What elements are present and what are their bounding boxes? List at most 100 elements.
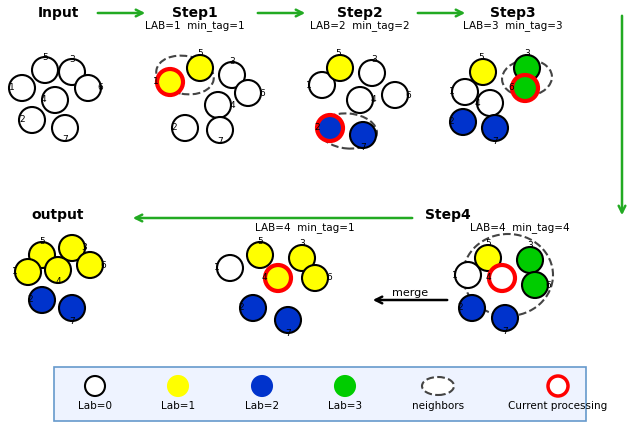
Text: 4: 4 (474, 99, 480, 108)
Circle shape (32, 57, 58, 83)
Text: 3: 3 (229, 57, 235, 66)
Circle shape (205, 92, 231, 118)
Circle shape (45, 257, 71, 283)
Text: 2: 2 (27, 296, 33, 305)
Circle shape (289, 245, 315, 271)
Text: 3: 3 (299, 239, 305, 248)
Text: 2: 2 (19, 115, 25, 124)
Text: LAB=3  min_tag=3: LAB=3 min_tag=3 (463, 21, 563, 31)
Text: 3: 3 (81, 244, 87, 253)
Circle shape (327, 55, 353, 81)
Circle shape (235, 80, 261, 106)
Circle shape (157, 69, 183, 95)
Text: 7: 7 (217, 138, 223, 146)
Circle shape (359, 60, 385, 86)
Text: 2: 2 (238, 303, 244, 312)
Text: Step2: Step2 (337, 6, 383, 20)
Text: Lab=3: Lab=3 (328, 401, 362, 411)
Text: 5: 5 (39, 236, 45, 245)
Text: LAB=4  min_tag=4: LAB=4 min_tag=4 (470, 223, 570, 233)
Text: output: output (32, 208, 84, 222)
Text: 6: 6 (405, 91, 411, 100)
Text: 1: 1 (214, 263, 220, 272)
Text: 1: 1 (9, 84, 15, 93)
Circle shape (470, 59, 496, 85)
Text: 1: 1 (306, 81, 312, 90)
Circle shape (517, 247, 543, 273)
Text: 3: 3 (524, 49, 530, 58)
Text: 4: 4 (370, 96, 376, 105)
Text: 5: 5 (478, 54, 484, 63)
Circle shape (187, 55, 213, 81)
Text: neighbors: neighbors (412, 401, 464, 411)
Text: 4: 4 (40, 96, 46, 105)
Text: 7: 7 (502, 326, 508, 335)
Circle shape (168, 376, 188, 396)
Circle shape (19, 107, 45, 133)
Text: Current processing: Current processing (508, 401, 607, 411)
Circle shape (548, 376, 568, 396)
Text: 5: 5 (42, 54, 48, 63)
Circle shape (475, 245, 501, 271)
Circle shape (29, 242, 55, 268)
Text: 5: 5 (257, 236, 263, 245)
Circle shape (59, 295, 85, 321)
Text: 4: 4 (485, 274, 491, 283)
Text: 7: 7 (360, 142, 366, 151)
Text: 4: 4 (55, 278, 61, 287)
Circle shape (512, 75, 538, 101)
Text: 3: 3 (371, 54, 377, 63)
Text: Lab=2: Lab=2 (245, 401, 279, 411)
Text: 3: 3 (69, 55, 75, 64)
Circle shape (514, 55, 540, 81)
Circle shape (59, 235, 85, 261)
Circle shape (247, 242, 273, 268)
Circle shape (172, 115, 198, 141)
Circle shape (302, 265, 328, 291)
Text: 4: 4 (229, 100, 235, 109)
Text: 6: 6 (508, 84, 514, 93)
Circle shape (252, 376, 272, 396)
Text: 6: 6 (545, 281, 551, 290)
Circle shape (9, 75, 35, 101)
Circle shape (477, 90, 503, 116)
Text: 4: 4 (261, 274, 267, 283)
Circle shape (492, 305, 518, 331)
Text: Step3: Step3 (490, 6, 536, 20)
Circle shape (75, 75, 101, 101)
Circle shape (240, 295, 266, 321)
Text: 1: 1 (12, 268, 18, 277)
Text: 5: 5 (335, 49, 341, 58)
Circle shape (85, 376, 105, 396)
Text: 7: 7 (492, 136, 498, 145)
Text: Step4: Step4 (425, 208, 471, 222)
Text: 5: 5 (197, 49, 203, 58)
Circle shape (459, 295, 485, 321)
Text: 6: 6 (97, 84, 103, 93)
Circle shape (15, 259, 41, 285)
Text: Lab=0: Lab=0 (78, 401, 112, 411)
Text: 7: 7 (62, 136, 68, 145)
Text: 7: 7 (69, 317, 75, 326)
Circle shape (77, 252, 103, 278)
Circle shape (42, 87, 68, 113)
Circle shape (452, 79, 478, 105)
Circle shape (522, 272, 548, 298)
Circle shape (59, 59, 85, 85)
Circle shape (29, 287, 55, 313)
Circle shape (219, 62, 245, 88)
Circle shape (482, 115, 508, 141)
Circle shape (335, 376, 355, 396)
Circle shape (347, 87, 373, 113)
Circle shape (309, 72, 335, 98)
Text: 2: 2 (457, 303, 463, 312)
Text: Lab=1: Lab=1 (161, 401, 195, 411)
Circle shape (382, 82, 408, 108)
Circle shape (450, 109, 476, 135)
Text: 1: 1 (452, 271, 458, 280)
Text: 6: 6 (259, 88, 265, 97)
Circle shape (489, 265, 515, 291)
Circle shape (455, 262, 481, 288)
Text: merge: merge (392, 288, 428, 298)
Text: Step1: Step1 (172, 6, 218, 20)
